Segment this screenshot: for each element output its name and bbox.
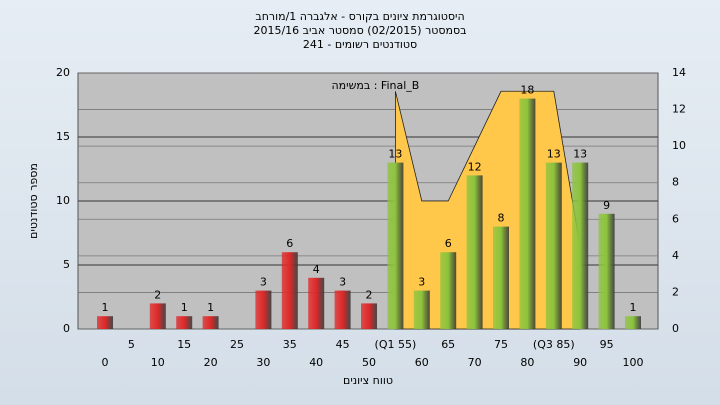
y2-tick-label: 12 bbox=[672, 103, 686, 116]
x-tick-label: 15 bbox=[177, 338, 191, 351]
x-tick-label: 45 bbox=[336, 338, 350, 351]
y-tick-label: 15 bbox=[56, 130, 70, 143]
y2-tick-label: 10 bbox=[672, 139, 686, 152]
bar bbox=[97, 316, 113, 329]
bar bbox=[519, 98, 536, 329]
data-label: 12 bbox=[468, 160, 482, 173]
data-label: 6 bbox=[445, 237, 452, 250]
y2-tick-label: 0 bbox=[672, 322, 679, 335]
y2-tick-label: 4 bbox=[672, 249, 679, 262]
data-label: 18 bbox=[520, 84, 534, 97]
data-label: 2 bbox=[366, 288, 373, 301]
bar bbox=[572, 162, 589, 329]
data-label: 2 bbox=[154, 288, 161, 301]
y-axis-label: מספר סטודנטים bbox=[27, 163, 40, 239]
x-tick-label: 90 bbox=[573, 356, 587, 369]
x-tick-label: 20 bbox=[204, 356, 218, 369]
bar bbox=[598, 213, 615, 329]
data-label: 8 bbox=[498, 212, 505, 225]
y-tick-label: 0 bbox=[63, 322, 70, 335]
x-tick-label: 75 bbox=[494, 338, 508, 351]
bar bbox=[387, 162, 404, 329]
bar bbox=[281, 252, 298, 329]
x-tick-label: 60 bbox=[415, 356, 429, 369]
chart-subtitle: סטודנטים רשומים - 241 bbox=[303, 38, 417, 51]
x-tick-label: 0 bbox=[102, 356, 109, 369]
data-label: 4 bbox=[313, 263, 320, 276]
y-tick-label: 5 bbox=[63, 258, 70, 271]
y2-tick-label: 14 bbox=[672, 66, 686, 79]
x-tick-label: 100 bbox=[623, 356, 644, 369]
bar bbox=[545, 162, 562, 329]
data-label: 1 bbox=[102, 301, 109, 314]
bar bbox=[334, 290, 351, 329]
bar bbox=[413, 290, 430, 329]
bar bbox=[466, 175, 483, 329]
bar bbox=[361, 303, 377, 329]
bar bbox=[308, 277, 325, 329]
data-label: 13 bbox=[573, 148, 587, 161]
bar bbox=[149, 303, 166, 329]
data-label: 3 bbox=[339, 276, 346, 289]
x-tick-label: 70 bbox=[468, 356, 482, 369]
data-label: 3 bbox=[418, 276, 425, 289]
y2-tick-label: 2 bbox=[672, 285, 679, 298]
x-tick-label: 50 bbox=[362, 356, 376, 369]
data-label: 1 bbox=[207, 301, 214, 314]
legend-label: במשימה : Final_B bbox=[331, 79, 419, 92]
bar bbox=[255, 290, 272, 329]
x-tick-label: 65 bbox=[441, 338, 455, 351]
data-label: 1 bbox=[630, 301, 637, 314]
x-tick-label: 80 bbox=[520, 356, 534, 369]
data-label: 3 bbox=[260, 276, 267, 289]
x-tick-label: (Q3 85) bbox=[533, 338, 575, 351]
data-label: 13 bbox=[547, 148, 561, 161]
bar bbox=[440, 252, 457, 329]
x-tick-label: 25 bbox=[230, 338, 244, 351]
x-tick-label: (Q1 55) bbox=[375, 338, 417, 351]
bar bbox=[493, 226, 509, 329]
y2-tick-label: 6 bbox=[672, 212, 679, 225]
x-tick-label: 30 bbox=[256, 356, 270, 369]
data-label: 6 bbox=[286, 237, 293, 250]
bar bbox=[202, 316, 219, 329]
bar bbox=[176, 316, 193, 329]
bar bbox=[625, 316, 641, 329]
x-tick-label: 10 bbox=[151, 356, 165, 369]
x-tick-label: 35 bbox=[283, 338, 297, 351]
x-tick-label: 5 bbox=[128, 338, 135, 351]
chart-subtitle: בסמסטר (02/2015) סמסטר אביב 2015/16 bbox=[253, 24, 466, 37]
data-label: 1 bbox=[181, 301, 188, 314]
y-tick-label: 20 bbox=[56, 66, 70, 79]
y2-tick-label: 8 bbox=[672, 176, 679, 189]
x-tick-label: 95 bbox=[600, 338, 614, 351]
data-label: 13 bbox=[388, 148, 402, 161]
data-label: 9 bbox=[603, 199, 610, 212]
x-tick-label: 40 bbox=[309, 356, 323, 369]
chart-title: היסטוגרמת ציונים בקורס - אלגברה 1/מורחב bbox=[255, 10, 464, 23]
y-tick-label: 10 bbox=[56, 194, 70, 207]
x-axis-label: טווח ציונים bbox=[343, 374, 393, 387]
